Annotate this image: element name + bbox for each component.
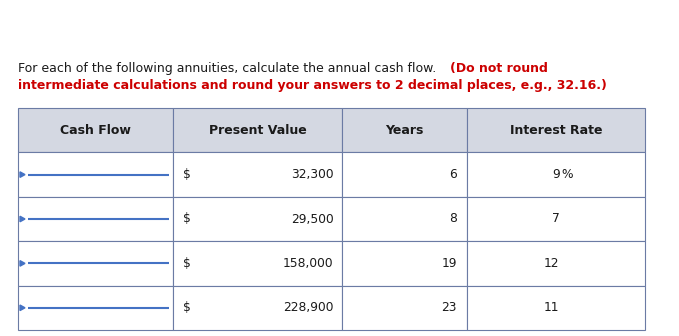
Polygon shape [20,261,25,266]
Text: (Do not round: (Do not round [450,62,548,75]
Text: 32,300: 32,300 [291,168,333,181]
Bar [467,108,645,153]
Bar [467,241,645,286]
Polygon shape [20,172,25,177]
Text: %: % [562,168,573,181]
Bar [467,153,645,197]
Text: intermediate calculations and round your answers to 2 decimal places, e.g., 32.1: intermediate calculations and round your… [18,79,607,92]
Text: 9: 9 [552,168,559,181]
Bar [174,286,342,330]
Bar [18,241,174,286]
Bar [174,241,342,286]
Bar [342,153,467,197]
Text: 11: 11 [544,301,559,314]
Bar [18,153,174,197]
Bar [342,108,467,153]
Text: $: $ [183,301,191,314]
Bar [467,286,645,330]
Bar [342,197,467,241]
Bar [174,153,342,197]
Text: For each of the following annuities, calculate the annual cash flow.: For each of the following annuities, cal… [18,62,440,75]
Text: 19: 19 [441,257,457,270]
Text: 12: 12 [544,257,559,270]
Text: Cash Flow: Cash Flow [60,124,131,137]
Polygon shape [20,216,25,222]
Text: 23: 23 [441,301,457,314]
Bar [18,108,174,153]
Text: 29,500: 29,500 [291,212,333,225]
Bar [342,241,467,286]
Polygon shape [20,305,25,310]
Text: 7: 7 [552,212,559,225]
Text: Present Value: Present Value [208,124,306,137]
Text: 228,900: 228,900 [283,301,333,314]
Text: $: $ [183,257,191,270]
Text: 158,000: 158,000 [283,257,333,270]
Bar [174,197,342,241]
Text: Years: Years [385,124,424,137]
Text: Interest Rate: Interest Rate [510,124,602,137]
Bar [467,197,645,241]
Text: 6: 6 [449,168,457,181]
Bar [342,286,467,330]
Bar [174,108,342,153]
Text: $: $ [183,212,191,225]
Bar [18,286,174,330]
Text: 8: 8 [449,212,457,225]
Text: $: $ [183,168,191,181]
Bar [18,197,174,241]
